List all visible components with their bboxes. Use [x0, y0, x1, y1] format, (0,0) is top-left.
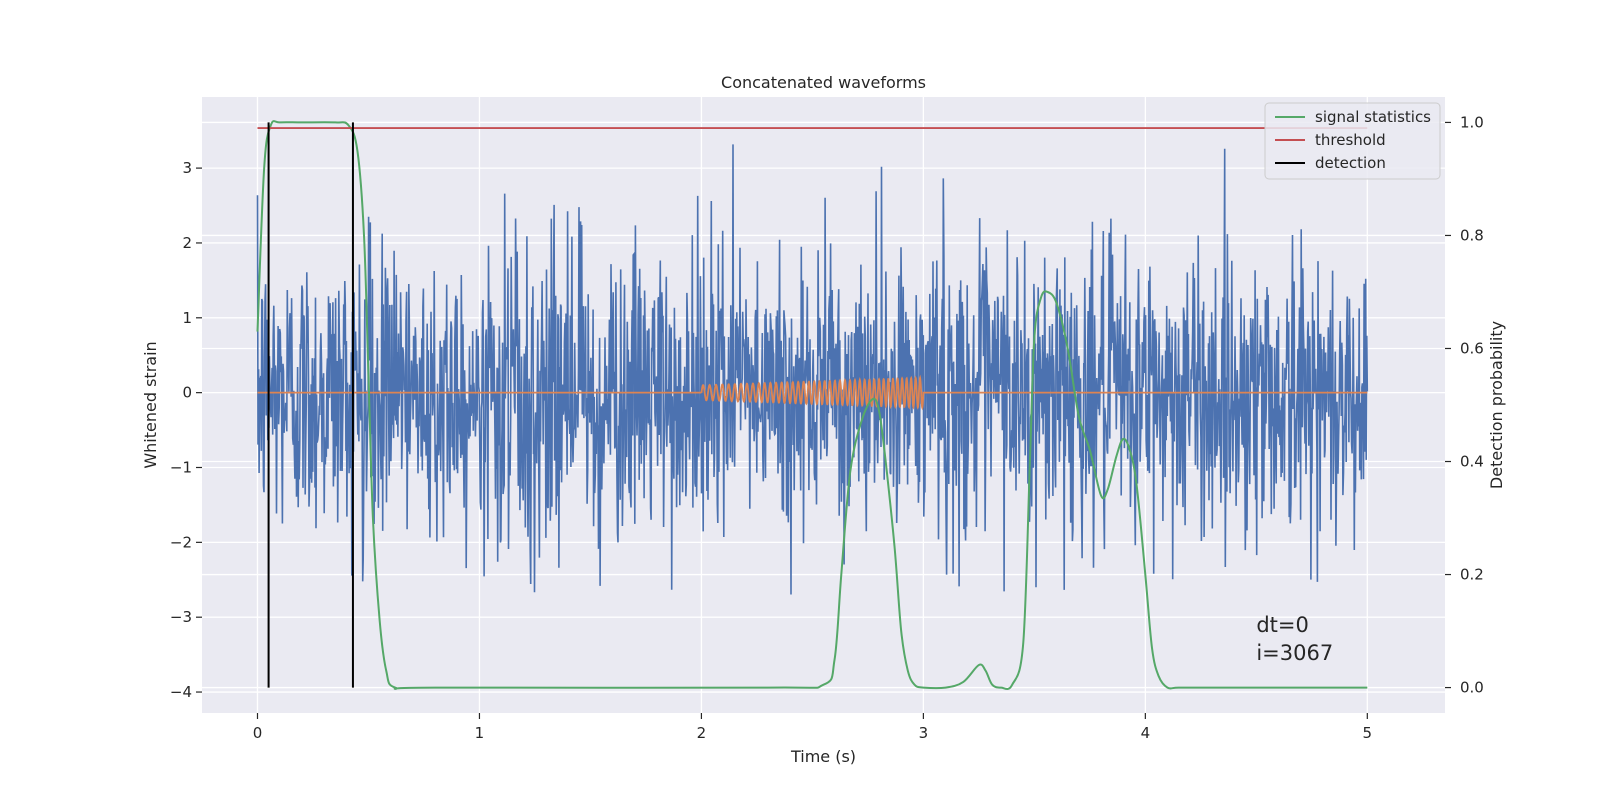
- y-tick-label: −4: [170, 683, 192, 701]
- y-right-tick-label: 1.0: [1460, 113, 1484, 131]
- axes-layer: 0 1 2 3 4 5 −4 −3 −2 −1 0 1 2 3 0.0 0.2 0.4 0.6 0.8 1.0: [170, 113, 1484, 742]
- y-right-tick-label: 0.0: [1460, 679, 1484, 697]
- y-tick-label: 0: [182, 384, 192, 402]
- signal-statistics-line: [256, 120, 1368, 690]
- y-right-tick-label: 0.6: [1460, 339, 1484, 357]
- y-axis-label: Whitened strain: [141, 341, 160, 468]
- legend-box: [1264, 102, 1441, 180]
- y-tick-label: −1: [170, 458, 192, 476]
- legend-entry: detection: [1315, 154, 1386, 172]
- legend: signal statistics threshold detection: [1264, 102, 1441, 180]
- y-right-tick-label: 0.2: [1460, 566, 1484, 584]
- y-axis-right-label: Detection probability: [1487, 321, 1506, 489]
- y-tick-label: 2: [182, 234, 192, 252]
- x-tick-label: 1: [475, 724, 485, 742]
- series-layer: [256, 120, 1369, 690]
- y-right-tick-label: 0.8: [1460, 226, 1484, 244]
- legend-entry: threshold: [1315, 131, 1386, 149]
- legend-entry: signal statistics: [1315, 108, 1431, 126]
- x-tick-label: 5: [1363, 724, 1373, 742]
- y-right-tick-label: 0.4: [1460, 453, 1484, 471]
- x-tick-label: 2: [697, 724, 707, 742]
- y-tick-label: 1: [182, 309, 192, 327]
- y-tick-label: −3: [170, 608, 192, 626]
- chirp-series-line: [257, 374, 1368, 411]
- x-tick-label: 3: [919, 724, 929, 742]
- x-tick-label: 0: [253, 724, 263, 742]
- y-tick-label: −2: [170, 533, 192, 551]
- annotation-i: i=3067: [1256, 641, 1333, 665]
- noise-series-line: [256, 144, 1369, 595]
- annotation-dt: dt=0: [1256, 613, 1309, 637]
- chart-title: Concatenated waveforms: [721, 73, 926, 92]
- y-tick-label: 3: [182, 159, 192, 177]
- x-tick-label: 4: [1141, 724, 1151, 742]
- x-axis-label: Time (s): [790, 747, 856, 766]
